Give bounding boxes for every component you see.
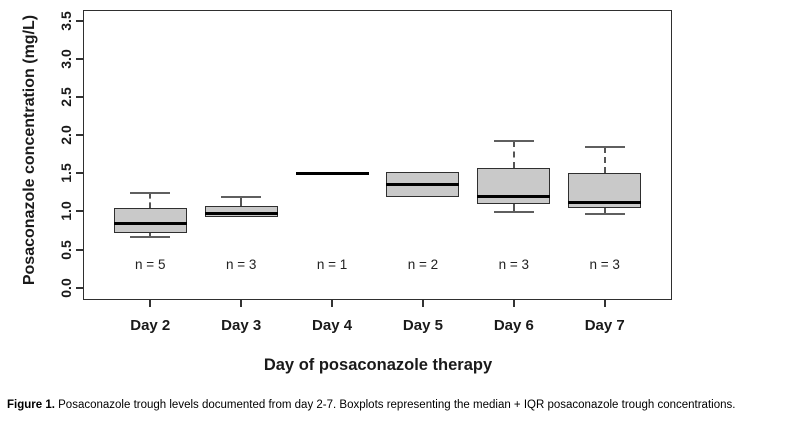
upper-whisker-day-6 [512,141,515,168]
sample-size-label: n = 5 [135,256,166,272]
y-tick-label: 2.0 [58,125,74,145]
sample-size-label: n = 3 [225,256,257,272]
y-tick-label: 3.0 [58,49,74,69]
sample-size-label: n = 1 [316,256,348,272]
lower-whisker-day-2 [149,232,152,237]
x-tick-mark [240,300,243,307]
iqr-box-day-2 [113,208,187,233]
lower-whisker-day-6 [512,203,515,213]
x-tick-mark [149,300,152,307]
y-tick-label: 0.0 [58,278,74,298]
y-tick-mark [76,96,83,98]
y-tick-label: 3.5 [58,10,74,31]
figure-caption: Figure 1. Posaconazole trough levels doc… [7,399,787,411]
x-tick-mark [603,300,606,307]
median-line-day-6 [477,194,551,198]
lower-whisker-cap-day-6 [493,211,534,214]
x-tick-mark [421,300,424,307]
upper-whisker-day-3 [240,196,243,207]
upper-whisker-day-7 [603,146,606,174]
y-tick-label: 1.5 [58,163,74,184]
median-line-day-4 [295,171,369,175]
x-tick-mark [512,300,515,307]
y-tick-mark [76,19,83,22]
lower-whisker-cap-day-7 [584,212,625,215]
y-tick-mark [76,248,83,251]
x-axis-title: Day of posaconazole therapy [263,356,493,374]
upper-whisker-cap-day-6 [493,140,534,143]
lower-whisker-day-7 [603,208,606,214]
sample-size-label: n = 3 [589,256,620,272]
upper-whisker-cap-day-3 [221,195,262,198]
y-tick-mark [76,210,83,213]
upper-whisker-cap-day-2 [130,192,171,195]
median-line-day-7 [568,200,642,204]
median-line-day-5 [386,182,460,186]
caption-figure-label: Figure 1. [7,399,55,411]
median-line-day-3 [204,212,278,216]
y-tick-label: 1.0 [58,201,74,222]
lower-whisker-cap-day-2 [130,235,171,238]
caption-text: Posaconazole trough levels documented fr… [54,399,736,411]
y-axis-title: Posaconazole concentration (mg/L) [21,14,38,286]
iqr-box-day-6 [477,167,551,204]
x-tick-label: Day 2 [130,317,171,334]
upper-whisker-day-2 [149,193,152,209]
x-tick-label: Day 3 [221,317,262,334]
sample-size-label: n = 2 [407,256,439,272]
y-tick-mark [76,57,83,60]
x-tick-label: Day 5 [402,317,443,334]
x-tick-mark [331,300,334,307]
median-line-day-2 [113,222,187,226]
y-tick-label: 0.5 [58,239,74,260]
x-tick-label: Day 7 [584,317,625,334]
x-tick-label: Day 4 [312,317,353,334]
upper-whisker-cap-day-7 [584,145,625,148]
sample-size-label: n = 3 [498,256,530,272]
plot-area [83,10,672,300]
x-tick-label: Day 6 [493,317,534,334]
y-tick-mark [76,134,83,137]
y-tick-label: 2.5 [58,87,74,107]
y-tick-mark [76,286,83,289]
iqr-box-day-3 [204,206,278,217]
y-tick-mark [76,172,83,175]
